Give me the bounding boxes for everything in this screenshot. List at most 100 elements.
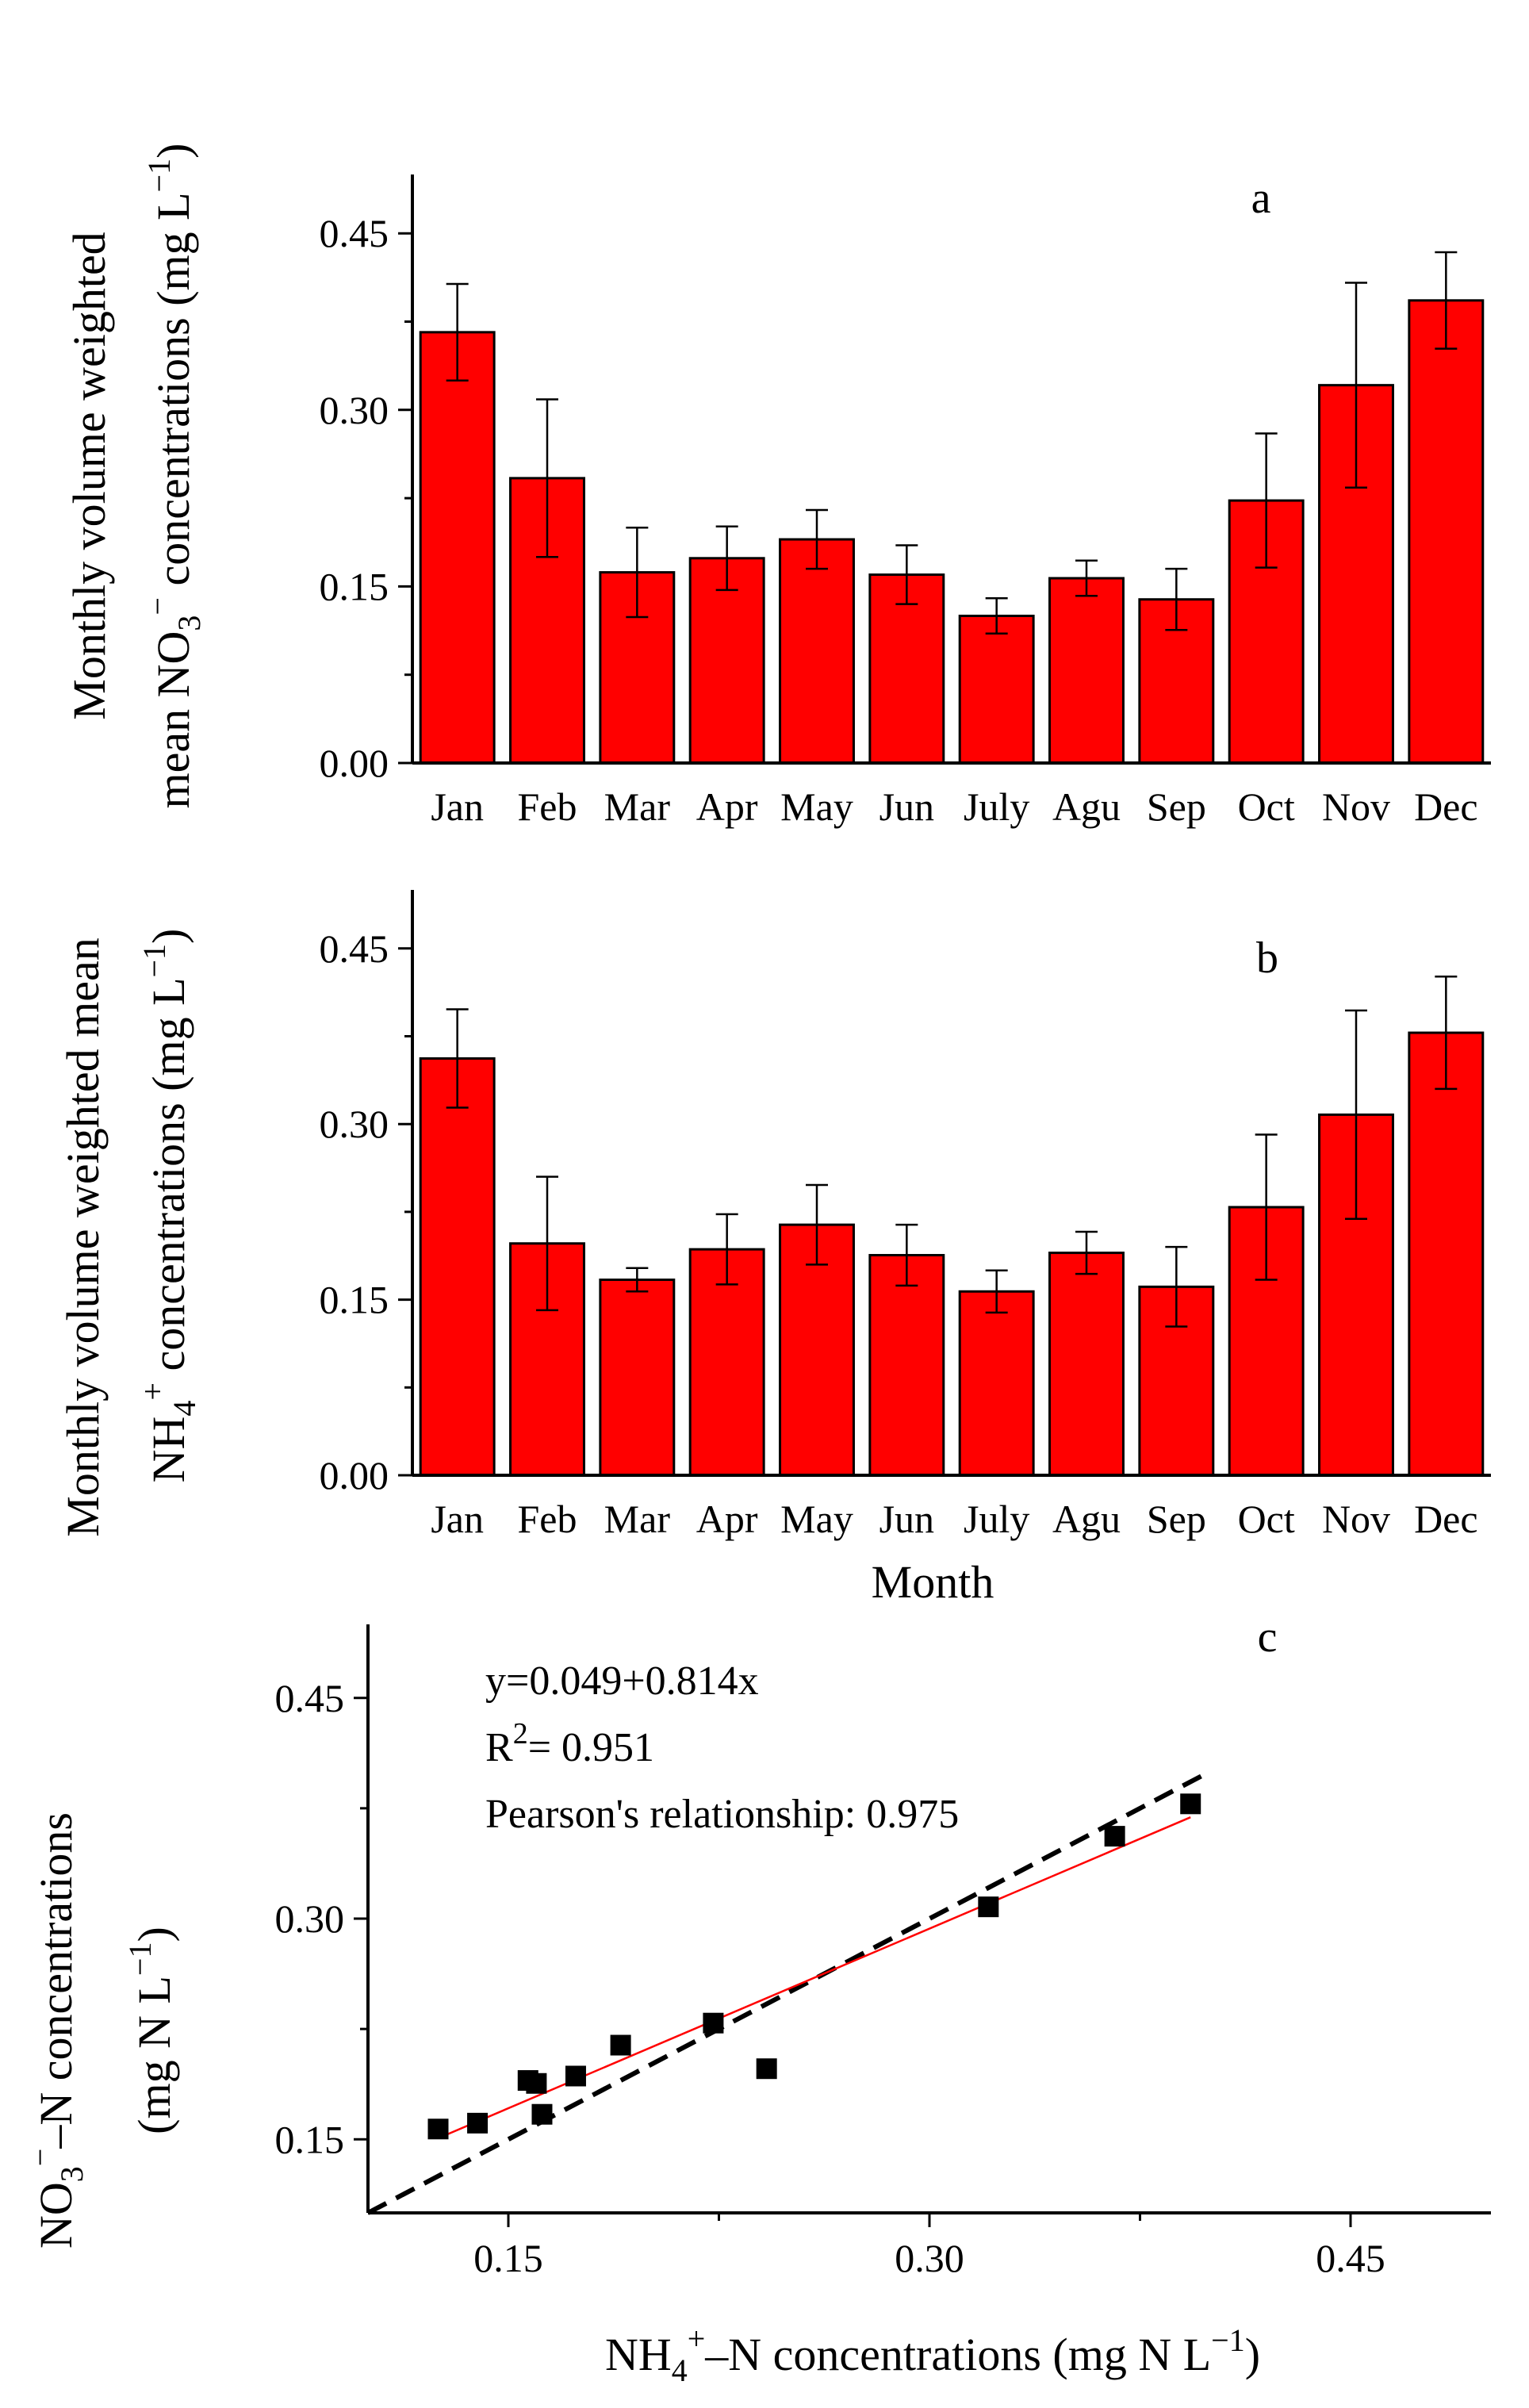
error-bar-sep: [1165, 1245, 1188, 1328]
y-tick-label: 0.15: [320, 1278, 389, 1322]
error-bar-mar: [626, 1267, 649, 1293]
x-tick-label: Nov: [1322, 784, 1390, 829]
y-tick-label: 0.30: [275, 1896, 345, 1941]
error-bar-jun: [895, 1223, 918, 1287]
y-tick-label: 0.30: [320, 1102, 389, 1146]
scatter-point: [565, 2065, 586, 2087]
panel-c-lines: [366, 1769, 1212, 2215]
panel-b-error-bars: [446, 975, 1458, 1328]
error-bar-agu: [1075, 559, 1098, 597]
panel-c-scatter-chart: 0.15 0.30 0.45 0.15 0.30 0.45 c y=0.049+0.81…: [22, 1612, 1491, 2388]
x-tick-label: Jan: [431, 784, 484, 829]
error-bar-apr: [715, 525, 738, 592]
error-bar-jan: [446, 1008, 469, 1109]
error-bar-agu: [1075, 1230, 1098, 1275]
panel-a-y-label-line1: Monthly volume weighted: [63, 232, 115, 719]
scatter-point: [467, 2112, 489, 2134]
bar-apr: [688, 557, 765, 765]
x-tick-label: Sep: [1147, 1497, 1206, 1541]
scatter-point: [978, 1896, 999, 1918]
bar-dec: [1408, 1031, 1485, 1477]
scatter-point: [1104, 1826, 1125, 1847]
panel-b-y-tick-labels: 0.00 0.15 0.30 0.45: [320, 926, 389, 1497]
bar-jan: [419, 331, 496, 765]
x-tick-label: Dec: [1414, 784, 1478, 829]
panel-b-y-label-line2: NH4+ concentrations (mg L−1): [135, 929, 202, 1483]
x-tick-label: May: [780, 784, 853, 829]
panel-a-letter: a: [1251, 174, 1271, 223]
x-tick-label: Dec: [1414, 1497, 1478, 1541]
bar-may: [779, 538, 855, 765]
error-bar-oct: [1255, 1133, 1278, 1281]
scatter-point: [531, 2103, 553, 2125]
error-bar-july: [985, 1269, 1008, 1314]
fit-line: [438, 1816, 1191, 2140]
bar-july: [958, 1290, 1035, 1477]
scatter-point: [1180, 1793, 1201, 1815]
x-tick-label: Sep: [1147, 784, 1206, 829]
scatter-point: [526, 2072, 547, 2094]
bar-dec: [1408, 299, 1485, 765]
pearson-relationship: Pearson's relationship: 0.975: [485, 1792, 959, 1837]
error-bar-oct: [1255, 432, 1278, 569]
panel-c-x-label: NH4+–N concentrations (mg N L−1): [605, 2321, 1260, 2388]
error-bar-dec: [1435, 975, 1458, 1091]
bar-jun: [868, 1254, 945, 1477]
r-squared: R2= 0.951: [485, 1717, 654, 1770]
y-tick-label: 0.15: [275, 2117, 345, 2161]
error-bar-nov: [1345, 282, 1367, 489]
panel-c-axes: [354, 1624, 1491, 2227]
error-bar-mar: [626, 526, 649, 619]
panel-b-x-label: Month: [872, 1556, 994, 1608]
x-tick-label: Feb: [518, 1497, 577, 1541]
panel-b-x-tick-labels: Jan Feb Mar Apr May Jun July Agu Sep Oct Nov Dec: [431, 1497, 1477, 1541]
x-tick-label: Nov: [1322, 1497, 1390, 1541]
panel-c-y-tick-labels: 0.15 0.30 0.45: [275, 1676, 345, 2162]
bar-mar: [599, 1279, 676, 1477]
x-tick-label: Apr: [696, 784, 758, 829]
panel-c-y-label-line1: NO3−–N concentrations: [22, 1812, 90, 2249]
x-tick-label: Mar: [604, 1497, 671, 1541]
scatter-point: [427, 2119, 449, 2140]
y-tick-label: 0.45: [275, 1676, 345, 1720]
error-bar-jun: [895, 544, 918, 605]
panel-a-axes: [398, 174, 1491, 765]
x-tick-label: 0.30: [895, 2236, 964, 2280]
y-tick-label: 0.30: [320, 388, 389, 432]
x-tick-label: Jun: [879, 784, 934, 829]
panel-c-points: [427, 1793, 1201, 2140]
x-tick-label: Feb: [518, 784, 577, 829]
x-tick-label: 0.45: [1316, 2236, 1385, 2280]
panel-a-y-tick-labels: 0.00 0.15 0.30 0.45: [320, 211, 389, 785]
x-tick-label: May: [780, 1497, 853, 1541]
error-bar-feb: [536, 398, 558, 558]
x-tick-label: July: [964, 784, 1029, 829]
panel-a-bar-chart: Jan Feb Mar Apr May Jun July Agu Sep Oct Nov Dec 0.…: [63, 144, 1491, 829]
y-tick-label: 0.00: [320, 1453, 389, 1497]
panel-c-letter: c: [1258, 1612, 1278, 1662]
panel-b-bar-chart: Jan Feb Mar Apr May Jun July Agu Sep Oct Nov Dec 0.…: [57, 890, 1491, 1608]
panel-a-error-bars: [446, 251, 1458, 635]
panel-a-bars: [419, 299, 1485, 765]
bar-jan: [419, 1057, 496, 1477]
x-tick-label: Jun: [879, 1497, 934, 1541]
x-tick-label: Oct: [1238, 784, 1295, 829]
panel-a-x-tick-labels: Jan Feb Mar Apr May Jun July Agu Sep Oct Nov Dec: [431, 784, 1477, 829]
error-bar-dec: [1435, 251, 1458, 350]
error-bar-sep: [1165, 567, 1188, 631]
panel-b-axes: [398, 890, 1491, 1477]
bar-jun: [868, 573, 945, 765]
error-bar-apr: [715, 1213, 738, 1286]
panel-c-x-tick-labels: 0.15 0.30 0.45: [473, 2236, 1385, 2280]
x-tick-label: Agu: [1052, 784, 1121, 829]
panel-b-letter: b: [1256, 934, 1278, 983]
panel-a-y-label-line2: mean NO3− concentrations (mg L−1): [140, 144, 207, 809]
error-bar-july: [985, 596, 1008, 635]
error-bar-may: [806, 1183, 828, 1266]
x-tick-label: 0.15: [473, 2236, 543, 2280]
error-bar-may: [806, 508, 828, 570]
x-tick-label: Oct: [1238, 1497, 1295, 1541]
bar-agu: [1048, 577, 1125, 765]
